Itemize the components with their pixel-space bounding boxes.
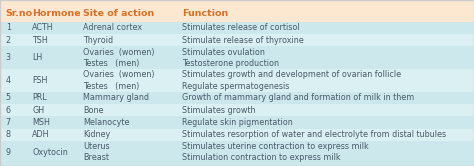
- Text: MSH: MSH: [32, 118, 50, 127]
- Text: 4: 4: [6, 76, 11, 85]
- Text: Oxytocin: Oxytocin: [32, 148, 68, 157]
- Bar: [0, 46, 474, 69]
- Text: ACTH: ACTH: [32, 23, 54, 33]
- Text: 9: 9: [6, 148, 11, 157]
- Text: Testes   (men): Testes (men): [83, 59, 139, 68]
- Bar: [0, 22, 474, 34]
- Text: 3: 3: [6, 53, 11, 62]
- Text: Stimulates ovulation: Stimulates ovulation: [182, 47, 265, 57]
- Text: Stimulates release of cortisol: Stimulates release of cortisol: [182, 23, 300, 33]
- Text: Bone: Bone: [83, 106, 103, 115]
- Text: Melanocyte: Melanocyte: [83, 118, 129, 127]
- Bar: [0, 2, 474, 22]
- Text: Stimulation contraction to express milk: Stimulation contraction to express milk: [182, 153, 341, 162]
- Text: Thyroid: Thyroid: [83, 36, 113, 45]
- Text: TSH: TSH: [32, 36, 48, 45]
- Text: Testosterone production: Testosterone production: [182, 59, 280, 68]
- Text: Kidney: Kidney: [83, 130, 110, 139]
- Text: Sr.no: Sr.no: [6, 9, 33, 18]
- Text: Testes   (men): Testes (men): [83, 82, 139, 91]
- Text: Stimulates growth and development of ovarian follicle: Stimulates growth and development of ova…: [182, 70, 401, 79]
- Bar: [0, 92, 474, 104]
- Text: Stimulate release of thyroxine: Stimulate release of thyroxine: [182, 36, 304, 45]
- Text: FSH: FSH: [32, 76, 47, 85]
- Text: Regulate spermatogenesis: Regulate spermatogenesis: [182, 82, 290, 91]
- Bar: [0, 69, 474, 92]
- Text: Stimulates growth: Stimulates growth: [182, 106, 256, 115]
- Text: Site of action: Site of action: [83, 9, 154, 18]
- Text: Regulate skin pigmentation: Regulate skin pigmentation: [182, 118, 293, 127]
- Text: PRL: PRL: [32, 93, 47, 102]
- Text: Growth of mammary gland and formation of milk in them: Growth of mammary gland and formation of…: [182, 93, 415, 102]
- Text: Breast: Breast: [83, 153, 109, 162]
- Text: ADH: ADH: [32, 130, 50, 139]
- Text: Adrenal cortex: Adrenal cortex: [83, 23, 142, 33]
- Text: GH: GH: [32, 106, 45, 115]
- Text: Mammary gland: Mammary gland: [83, 93, 149, 102]
- Text: Hormone: Hormone: [32, 9, 81, 18]
- Text: Ovaries  (women): Ovaries (women): [83, 70, 155, 79]
- Text: 8: 8: [6, 130, 11, 139]
- Text: 6: 6: [6, 106, 11, 115]
- Text: 2: 2: [6, 36, 11, 45]
- Bar: [0, 34, 474, 46]
- Bar: [0, 116, 474, 128]
- Text: 5: 5: [6, 93, 11, 102]
- Text: Stimulates uterine contraction to express milk: Stimulates uterine contraction to expres…: [182, 142, 369, 151]
- Bar: [0, 128, 474, 141]
- Text: Function: Function: [182, 9, 229, 18]
- Text: 1: 1: [6, 23, 11, 33]
- Text: Ovaries  (women): Ovaries (women): [83, 47, 155, 57]
- Bar: [0, 141, 474, 164]
- Text: 7: 7: [6, 118, 11, 127]
- Bar: [0, 104, 474, 116]
- Text: LH: LH: [32, 53, 43, 62]
- Text: Uterus: Uterus: [83, 142, 109, 151]
- Text: Stimulates resorption of water and electrolyte from distal tubules: Stimulates resorption of water and elect…: [182, 130, 447, 139]
- Bar: [0, 22, 474, 166]
